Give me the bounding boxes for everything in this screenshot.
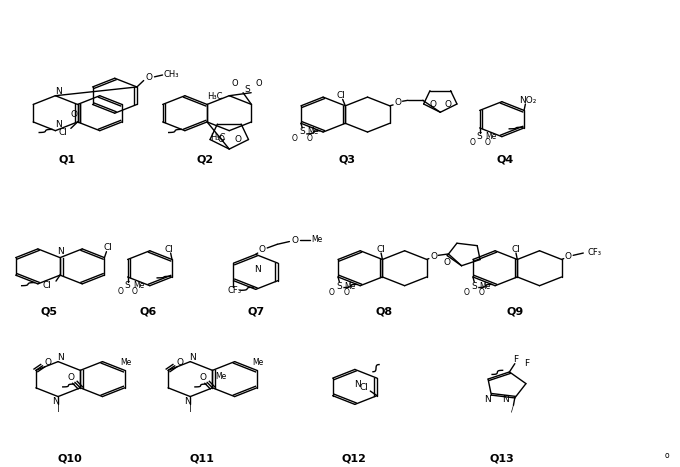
Text: o: o xyxy=(665,452,669,460)
Text: S: S xyxy=(471,282,477,290)
Text: Q3: Q3 xyxy=(338,154,355,164)
Text: |: | xyxy=(189,403,192,412)
Text: /: / xyxy=(511,404,513,413)
Text: Cl: Cl xyxy=(377,245,386,254)
Text: N: N xyxy=(56,247,63,256)
Text: Cl: Cl xyxy=(165,245,174,254)
Text: Cl: Cl xyxy=(42,281,51,290)
Text: O: O xyxy=(430,100,437,109)
Text: N: N xyxy=(57,353,64,361)
Text: O: O xyxy=(344,288,350,297)
Text: N: N xyxy=(190,353,197,361)
Text: Me: Me xyxy=(311,235,322,244)
Text: N: N xyxy=(55,120,62,129)
Text: N: N xyxy=(354,380,361,389)
Text: O: O xyxy=(479,288,485,297)
Text: Me: Me xyxy=(485,132,496,141)
Text: O: O xyxy=(464,288,470,297)
Text: O: O xyxy=(234,135,241,144)
Text: Q5: Q5 xyxy=(40,306,57,316)
Text: Cl: Cl xyxy=(58,127,67,136)
Text: CF₃: CF₃ xyxy=(587,248,601,257)
Text: Cl: Cl xyxy=(103,243,112,253)
Text: N: N xyxy=(485,395,492,404)
Text: Q10: Q10 xyxy=(58,453,82,463)
Text: O: O xyxy=(394,98,401,106)
Text: O: O xyxy=(67,373,74,382)
Text: O: O xyxy=(444,100,451,109)
Text: Q7: Q7 xyxy=(247,306,265,316)
Text: F: F xyxy=(524,359,530,368)
Text: Q11: Q11 xyxy=(189,453,214,463)
Text: O: O xyxy=(307,134,313,142)
Text: Q13: Q13 xyxy=(490,453,514,463)
Text: O: O xyxy=(218,135,224,144)
Text: Q4: Q4 xyxy=(496,154,514,164)
Text: S: S xyxy=(299,127,305,136)
Text: O: O xyxy=(177,358,184,367)
Text: |: | xyxy=(56,403,60,412)
Text: Q2: Q2 xyxy=(197,154,214,164)
Text: Q6: Q6 xyxy=(139,306,156,316)
Text: NO₂: NO₂ xyxy=(520,96,537,105)
Text: Me: Me xyxy=(479,282,491,290)
Text: O: O xyxy=(44,358,52,367)
Text: O: O xyxy=(484,138,490,147)
Text: O: O xyxy=(259,245,266,255)
Text: Cl: Cl xyxy=(511,245,520,254)
Text: S: S xyxy=(244,85,250,93)
Text: S: S xyxy=(124,281,131,290)
Text: Q12: Q12 xyxy=(341,453,366,463)
Text: O: O xyxy=(430,252,437,261)
Text: S: S xyxy=(477,132,483,141)
Text: O: O xyxy=(329,288,335,297)
Text: O: O xyxy=(291,236,299,245)
Text: CH₃: CH₃ xyxy=(164,70,179,78)
Text: Me: Me xyxy=(133,281,144,290)
Text: O: O xyxy=(292,134,298,142)
Text: Me: Me xyxy=(252,359,264,368)
Text: N: N xyxy=(55,86,62,96)
Text: O: O xyxy=(469,138,475,147)
Text: O: O xyxy=(132,287,138,296)
Text: N: N xyxy=(184,396,191,406)
Text: O: O xyxy=(444,258,451,267)
Text: Q1: Q1 xyxy=(58,154,75,164)
Text: N: N xyxy=(502,395,509,404)
Text: Cl: Cl xyxy=(337,91,345,100)
Text: CF₃: CF₃ xyxy=(228,286,242,295)
Text: S: S xyxy=(337,282,342,290)
Text: H₃C: H₃C xyxy=(210,133,226,142)
Text: O: O xyxy=(71,110,78,119)
Text: O: O xyxy=(256,79,262,88)
Text: Me: Me xyxy=(215,372,226,381)
Text: Me: Me xyxy=(345,282,356,290)
Text: O: O xyxy=(565,252,572,261)
Text: O: O xyxy=(199,373,207,382)
Text: N: N xyxy=(52,396,58,406)
Text: O: O xyxy=(146,73,152,82)
Text: O: O xyxy=(117,287,123,296)
Text: Q8: Q8 xyxy=(375,306,392,316)
Text: Me: Me xyxy=(120,359,132,368)
Text: H₃C: H₃C xyxy=(207,92,222,101)
Text: Q9: Q9 xyxy=(507,306,524,316)
Text: O: O xyxy=(232,79,238,88)
Text: Me: Me xyxy=(307,127,319,136)
Text: F: F xyxy=(513,354,519,363)
Text: Cl: Cl xyxy=(359,383,368,392)
Text: N: N xyxy=(254,265,261,274)
